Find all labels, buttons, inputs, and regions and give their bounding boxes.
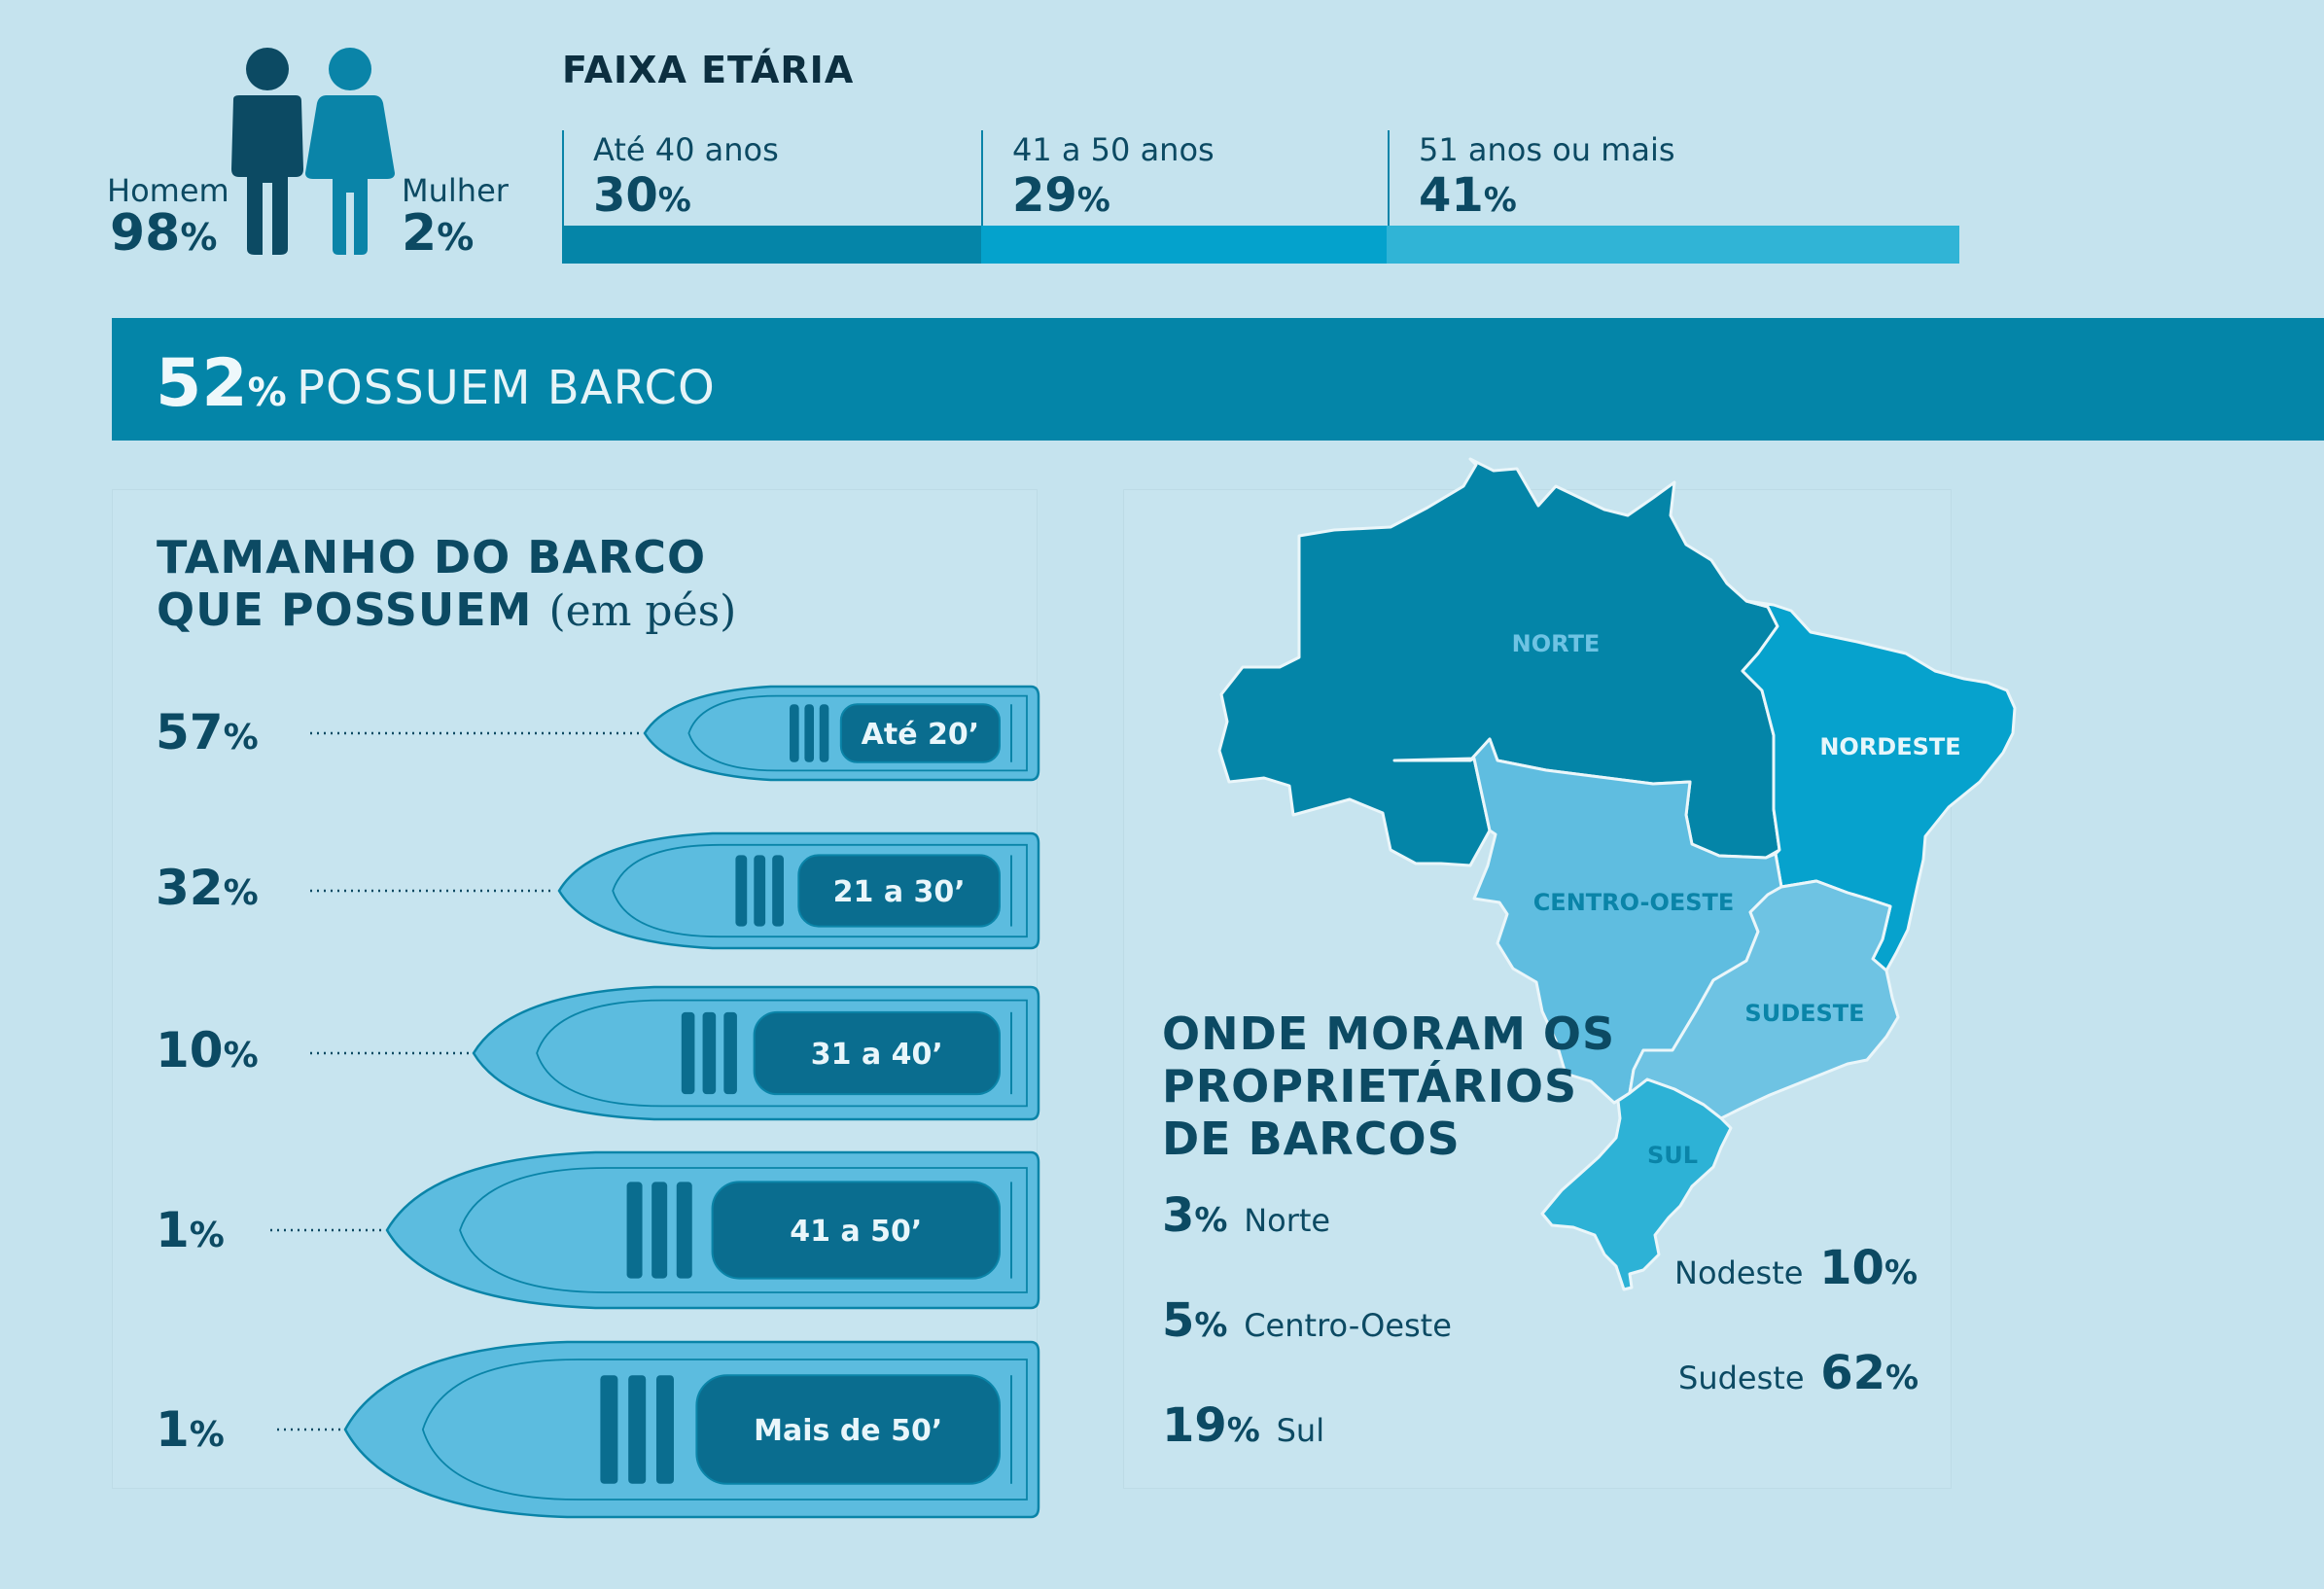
male-figure-icon [231, 48, 303, 255]
male-value: 98 [110, 204, 181, 263]
boat-cabin [711, 1181, 1001, 1280]
boat-percentage-4: 1% [156, 1202, 225, 1258]
boat-percentage-2: 32% [156, 860, 259, 916]
boat-window [600, 1375, 618, 1484]
map-label-nordeste: NORDESTE [1819, 733, 1960, 760]
female-unit: % [437, 216, 475, 259]
boat-size-title-line1: TAMANHO DO BARCO [157, 531, 707, 583]
age-group-value: 41% [1419, 168, 1517, 223]
boat-percentage-5: 1% [156, 1401, 225, 1458]
boat-window [651, 1182, 668, 1279]
boat-window [819, 704, 829, 762]
boat-deck-line [459, 1167, 1028, 1293]
female-label: Mulher [402, 172, 509, 209]
boat-cabin [753, 1010, 1001, 1096]
boat-size-label: 41 a 50’ [790, 1215, 922, 1249]
age-group-value: 30% [593, 168, 691, 223]
boat-size-label: Até 20’ [862, 718, 980, 752]
boat-window [754, 855, 766, 927]
boat-window [804, 704, 814, 762]
boat-cabin [797, 854, 1001, 928]
region-row-sudeste: Sudeste 62% [1678, 1346, 1919, 1400]
age-group-2: 41 a 50 anos 29% [981, 130, 1215, 228]
boat-cabin [839, 703, 1002, 763]
age-group-value: 29% [1012, 168, 1110, 223]
regions-title: ONDE MORAM OS PROPRIETÁRIOS DE BARCOS [1162, 1007, 1615, 1165]
boat-size-title: TAMANHO DO BARCO QUE POSSUEM (em pés) [157, 531, 736, 638]
boat-cabin [695, 1374, 1001, 1485]
boat-window [723, 1011, 737, 1095]
boat-size-label: 21 a 30’ [833, 875, 966, 909]
boat-window [676, 1182, 692, 1279]
male-unit: % [180, 216, 218, 259]
boat-window [772, 855, 784, 927]
age-bar-segment-3 [1387, 226, 1959, 264]
region-row-sul: 19% Sul [1162, 1398, 1325, 1453]
boat-size-chart: Até 20’ 21 a 30’ 31 a 40’ 41 a 50’ Mais de 5… [270, 685, 1040, 1519]
boat-window [626, 1182, 643, 1279]
region-sul [1540, 1077, 1733, 1291]
boat-4: 41 a 50’ [270, 1150, 1040, 1310]
ownership-percentage: 52% [156, 345, 287, 422]
age-group-label: Até 40 anos [593, 131, 779, 168]
boat-percentage-3: 10% [156, 1022, 259, 1078]
age-group-label: 51 anos ou mais [1419, 131, 1675, 168]
age-title: FAIXA ETÁRIA [562, 49, 855, 91]
boat-window [735, 855, 748, 927]
boat-percentage-1: 57% [156, 704, 259, 760]
region-sudeste [1628, 879, 1900, 1120]
boat-window [790, 704, 799, 762]
boat-size-label: Mais de 50’ [754, 1414, 942, 1448]
regions-title-line3: DE BARCOS [1162, 1112, 1461, 1165]
boat-size-title-line2: QUE POSSUEM [157, 583, 533, 636]
regions-title-line1: ONDE MORAM OS [1162, 1007, 1616, 1060]
boat-deck-line [536, 999, 1028, 1108]
boat-window [628, 1375, 647, 1484]
boat-1: Até 20’ [310, 685, 1040, 782]
age-bar-segment-1 [562, 226, 981, 264]
boat-window [681, 1011, 695, 1095]
region-nordeste [1741, 599, 2017, 972]
age-group-3: 51 anos ou mais 41% [1388, 130, 1675, 228]
female-value: 2 [402, 204, 438, 263]
boat-deck-line [612, 843, 1028, 938]
boat-deck-line [687, 694, 1028, 772]
boat-ownership-banner: 52% POSSUEM BARCO [112, 318, 2324, 441]
age-bar-segment-2 [981, 226, 1387, 264]
boat-window [702, 1011, 717, 1095]
boat-2: 21 a 30’ [310, 831, 1040, 950]
region-row-norte: 3% Norte [1162, 1188, 1331, 1243]
boat-5: Mais de 50’ [277, 1340, 1040, 1519]
ownership-text: POSSUEM BARCO [297, 361, 716, 415]
map-label-sudeste: SUDESTE [1744, 1000, 1864, 1027]
age-group-1: Até 40 anos 30% [562, 130, 779, 228]
boat-3: 31 a 40’ [310, 985, 1040, 1121]
boat-size-title-suffix: (em pés) [548, 586, 737, 636]
map-label-norte: NORTE [1512, 630, 1601, 657]
map-label-centro-oeste: CENTRO-OESTE [1533, 889, 1735, 916]
region-row-nordeste: Nodeste 10% [1674, 1241, 1919, 1295]
boat-deck-line [421, 1359, 1028, 1501]
male-label: Homem [107, 172, 229, 209]
female-figure-icon [305, 48, 395, 255]
male-percentage: 98% [110, 204, 217, 263]
boat-size-label: 31 a 40’ [811, 1038, 943, 1072]
region-row-centro-oeste: 5% Centro-Oeste [1162, 1293, 1452, 1348]
boat-window [655, 1375, 674, 1484]
regions-title-line2: PROPRIETÁRIOS [1162, 1060, 1578, 1112]
female-percentage: 2% [402, 204, 474, 263]
map-label-sul: SUL [1647, 1142, 1698, 1169]
age-group-label: 41 a 50 anos [1012, 131, 1215, 168]
